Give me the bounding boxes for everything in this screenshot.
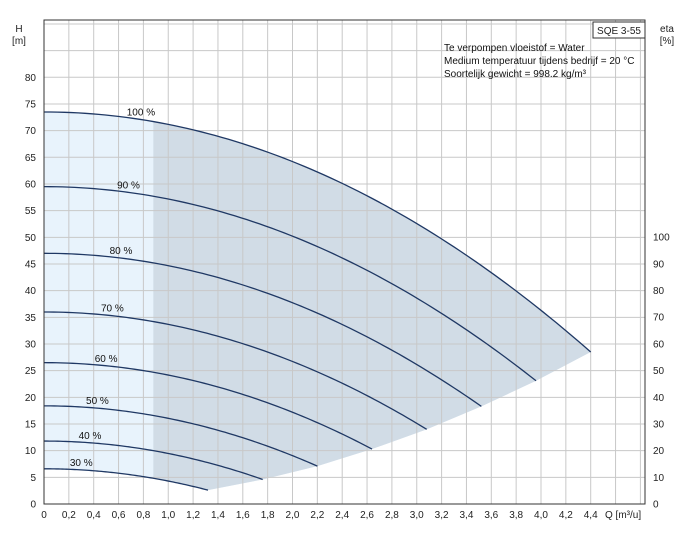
y-axis-right-title: eta [660,24,674,35]
y-tick-label: 30 [25,339,37,350]
axes [43,19,646,505]
pump-curve [43,440,263,481]
x-axis-title: Q [m³/u] [605,510,641,521]
x-tick-label: 4,4 [584,510,598,521]
y-tick-label: 0 [30,500,36,511]
eta-tick-label: 70 [653,313,665,324]
eta-tick-label: 20 [653,446,665,457]
y-tick-label: 60 [25,179,37,190]
pump-curve [44,468,209,491]
eta-tick-label: 60 [653,339,665,350]
y-axis-left-title: H [15,24,22,35]
y-tick-label: 35 [25,313,37,324]
x-tick-label: 4,2 [559,510,573,521]
x-tick-label: 1,4 [211,510,225,521]
y-axis-left-unit: [m] [12,36,26,47]
plot-frame [43,19,646,505]
curve-label: 80 % [110,246,133,257]
x-tick-label: 3,0 [410,510,424,521]
curve-label: 50 % [86,396,109,407]
curve-label: 30 % [70,458,93,469]
chart-title: SQE 3-55 [597,26,641,37]
x-tick-label: 2,0 [286,510,300,521]
info-line-temperature: Medium temperatuur tijdens bedrijf = 20 … [444,56,634,67]
x-tick-label: 4,0 [534,510,548,521]
info-line-density: Soortelijk gewicht = 998.2 kg/m³ [444,69,587,80]
x-tick-label: 3,8 [509,510,523,521]
curve-label: 90 % [117,180,140,191]
x-tick-label: 0,6 [112,510,126,521]
x-tick-label: 0,4 [87,510,101,521]
curve-group [43,111,592,491]
x-tick-label: 2,6 [360,510,374,521]
y-tick-label: 10 [25,446,37,457]
x-tick-label: 2,2 [310,510,324,521]
y-tick-label: 50 [25,233,37,244]
x-tick-label: 0,8 [136,510,150,521]
pump-curve [43,111,592,353]
eta-tick-label: 30 [653,419,665,430]
x-tick-label: 0,2 [62,510,76,521]
curve-label: 60 % [95,354,118,365]
x-tick-label: 2,8 [385,510,399,521]
pump-curve [43,185,537,382]
y-tick-label: 65 [25,153,37,164]
eta-tick-label: 100 [653,233,670,244]
y-axis-right-ticks: 0 10 20 30 40 50 60 70 80 90 100 [653,233,670,511]
x-tick-label: 3,2 [435,510,449,521]
x-tick-label: 3,6 [484,510,498,521]
title-box [592,21,646,39]
pump-curve [43,252,482,407]
y-tick-label: 25 [25,366,37,377]
x-tick-label: 1,2 [186,510,200,521]
eta-tick-label: 80 [653,286,665,297]
x-axis-ticks: 0 0,2 0,4 0,6 0,8 1,0 1,2 1,4 1,6 1,8 2,0 2,2 2,4 2,6… [41,510,598,521]
y-tick-label: 45 [25,259,37,270]
y-tick-label: 40 [25,286,37,297]
curve-labels: 100 % 90 % 80 % 70 % 60 % 50 % 40 % 30 % [70,108,155,469]
pump-curve [43,362,373,450]
x-tick-label: 3,4 [459,510,473,521]
y-tick-label: 20 [25,393,37,404]
curve-label: 70 % [101,304,124,315]
y-tick-label: 15 [25,419,37,430]
y-tick-label: 80 [25,73,37,84]
curve-label: 40 % [79,431,102,442]
pump-curve [43,405,318,467]
x-tick-label: 1,6 [236,510,250,521]
y-tick-label: 55 [25,206,37,217]
y-tick-label: 5 [30,473,36,484]
eta-tick-label: 40 [653,393,665,404]
y-axis-right-unit: [%] [660,36,675,47]
eta-tick-label: 90 [653,259,665,270]
region-recommended [153,121,591,491]
y-tick-label: 70 [25,126,37,137]
pump-curve [43,311,428,430]
eta-tick-label: 0 [653,500,659,511]
eta-tick-label: 50 [653,366,665,377]
y-axis-left-ticks: 0 5 10 15 20 25 30 35 40 45 50 55 60 65 70 75 80 [25,73,37,511]
y-tick-label: 75 [25,99,37,110]
info-line-fluid: Te verpompen vloeistof = Water [444,43,585,54]
eta-tick-label: 10 [653,473,665,484]
grid-lines [43,20,645,505]
x-tick-label: 1,0 [161,510,175,521]
x-tick-label: 1,8 [261,510,275,521]
x-tick-label: 0 [41,510,47,521]
x-tick-label: 2,4 [335,510,349,521]
curve-label: 100 % [127,108,155,119]
